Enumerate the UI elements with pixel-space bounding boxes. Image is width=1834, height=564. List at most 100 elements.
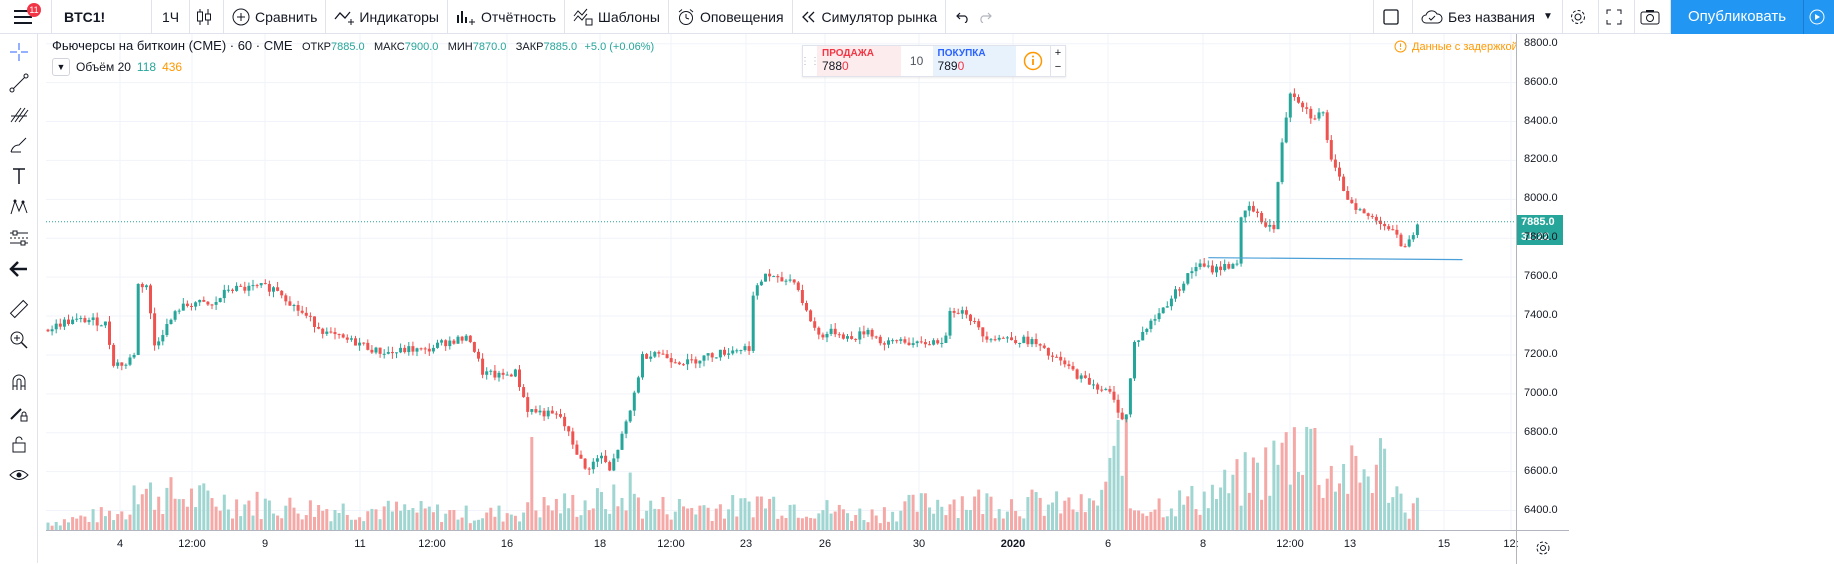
price-label: 8600.0 <box>1524 75 1558 88</box>
zoom-tool[interactable] <box>4 327 34 353</box>
info-button[interactable] <box>1016 46 1050 76</box>
candle-body <box>1190 271 1194 274</box>
volume-bar <box>235 499 239 530</box>
candle-body <box>1124 414 1128 420</box>
volume-bar <box>874 515 878 530</box>
fullscreen-button[interactable] <box>1599 0 1635 34</box>
candle-body <box>919 341 923 343</box>
fib-tool[interactable] <box>4 101 34 127</box>
volume-bar <box>1411 503 1415 530</box>
candle-body <box>874 336 878 338</box>
hide-drawings-tool[interactable] <box>4 462 34 488</box>
prediction-tool[interactable] <box>4 225 34 251</box>
save-layout-button[interactable]: Без названия ▼ <box>1413 0 1563 34</box>
settings-button[interactable] <box>1563 0 1599 34</box>
volume-bar <box>1116 419 1120 530</box>
candle-body <box>1235 263 1239 265</box>
volume-legend[interactable]: ▼ Объём 20 118 436 <box>52 58 182 76</box>
volume-bar <box>1186 496 1190 530</box>
sell-button[interactable]: ПРОДАЖА 7880 <box>817 46 901 76</box>
decrease-button[interactable]: − <box>1054 61 1062 73</box>
undo-icon[interactable] <box>955 11 970 23</box>
text-tool[interactable] <box>4 163 34 189</box>
buy-button[interactable]: ПОКУПКА 7890 <box>932 46 1017 76</box>
candle-body <box>1346 190 1350 200</box>
volume-bar <box>1059 513 1063 530</box>
volume-bar <box>841 509 845 530</box>
volume-bar <box>153 509 157 530</box>
volume-bar <box>1251 457 1255 530</box>
candle-body <box>505 374 509 376</box>
templates-button[interactable]: Шаблоны <box>565 0 669 34</box>
candle-body <box>1301 102 1305 108</box>
measure-tool[interactable] <box>4 296 34 322</box>
candle-body <box>600 455 603 459</box>
collapse-chevron-icon[interactable]: ▼ <box>52 58 70 76</box>
volume-bar <box>932 513 936 530</box>
volume-bar <box>641 518 644 530</box>
volume-bar <box>546 505 550 530</box>
candle-body <box>1059 356 1063 361</box>
candle-body <box>1256 211 1259 213</box>
volume-bar <box>1329 465 1333 530</box>
symbol-search-button[interactable]: BTC1! <box>52 0 152 34</box>
candle-body <box>714 357 718 359</box>
candle-body <box>1186 273 1190 284</box>
financials-button[interactable]: Отчётность <box>448 0 566 34</box>
pattern-tool[interactable] <box>4 194 34 220</box>
indicators-label: Индикаторы <box>359 8 439 25</box>
back-arrow-tool[interactable] <box>4 256 34 282</box>
replay-play-button[interactable] <box>1804 0 1834 34</box>
candle-body <box>218 298 222 302</box>
gear-icon <box>1571 9 1585 24</box>
brush-tool[interactable] <box>4 132 34 158</box>
lock-tool[interactable] <box>4 431 34 457</box>
candle-body <box>1087 377 1091 385</box>
axis-settings-button[interactable] <box>1516 530 1569 564</box>
magnet-tool[interactable] <box>4 369 34 395</box>
interval-button[interactable]: 1Ч <box>152 0 190 34</box>
trend-line-tool[interactable] <box>4 70 34 96</box>
volume-bar <box>1169 508 1173 530</box>
time-label: 13 <box>1343 538 1357 550</box>
volume-bar <box>1346 493 1350 530</box>
pitchfork-icon <box>10 107 29 123</box>
publish-button[interactable]: Опубликовать <box>1671 0 1804 34</box>
replay-button[interactable]: Симулятор рынка <box>793 0 947 34</box>
layout-select-button[interactable] <box>1373 0 1413 34</box>
chart-type-button[interactable] <box>190 0 224 34</box>
main-menu-button[interactable]: 11 <box>0 0 52 34</box>
alerts-button[interactable]: Оповещения <box>669 0 793 34</box>
volume-bar <box>1362 469 1366 530</box>
compare-button[interactable]: Сравнить <box>224 0 327 34</box>
volume-bar <box>1313 427 1317 530</box>
candle-body <box>190 305 193 307</box>
drag-handle-icon[interactable]: ⋮⋮ <box>800 55 820 67</box>
volume-bar <box>743 498 747 530</box>
delayed-data-notice[interactable]: Данные с задержкой <box>1394 40 1518 53</box>
price-chart[interactable] <box>46 34 1516 530</box>
volume-bar <box>46 522 50 530</box>
volume-bar <box>608 513 612 530</box>
candle-body <box>899 339 903 341</box>
quantity-field[interactable]: 10 <box>909 54 924 68</box>
redo-icon[interactable] <box>978 11 992 23</box>
snapshot-button[interactable] <box>1635 0 1671 34</box>
volume-bar <box>1288 484 1292 530</box>
volume-bar <box>1239 505 1243 530</box>
legend-title: Фьючерсы на биткоин (CME) · 60 · CME <box>52 38 293 53</box>
main-series-legend[interactable]: Фьючерсы на биткоин (CME) · 60 · CME ОТК… <box>52 38 654 53</box>
time-axis[interactable]: 4 12:00 9 11 12:00 16 18 12:00 23 26 30 2020 6 8 12:00… <box>46 530 1519 564</box>
candle-body <box>850 336 854 339</box>
indicators-button[interactable]: Индикаторы <box>326 0 448 34</box>
lock-drawings-edit-tool[interactable] <box>4 400 34 426</box>
volume-bar <box>583 500 587 530</box>
increase-button[interactable]: + <box>1054 47 1062 59</box>
crosshair-tool[interactable] <box>4 39 34 65</box>
indicator-icon <box>334 11 355 25</box>
volume-bar <box>809 517 813 530</box>
zoom-in-icon <box>10 331 28 349</box>
candle-body <box>1100 389 1104 391</box>
candle-body <box>1067 364 1071 367</box>
price-axis[interactable]: 7885.0 31:22 8800.0 8600.0 8400.0 8200.0 800… <box>1516 34 1569 530</box>
